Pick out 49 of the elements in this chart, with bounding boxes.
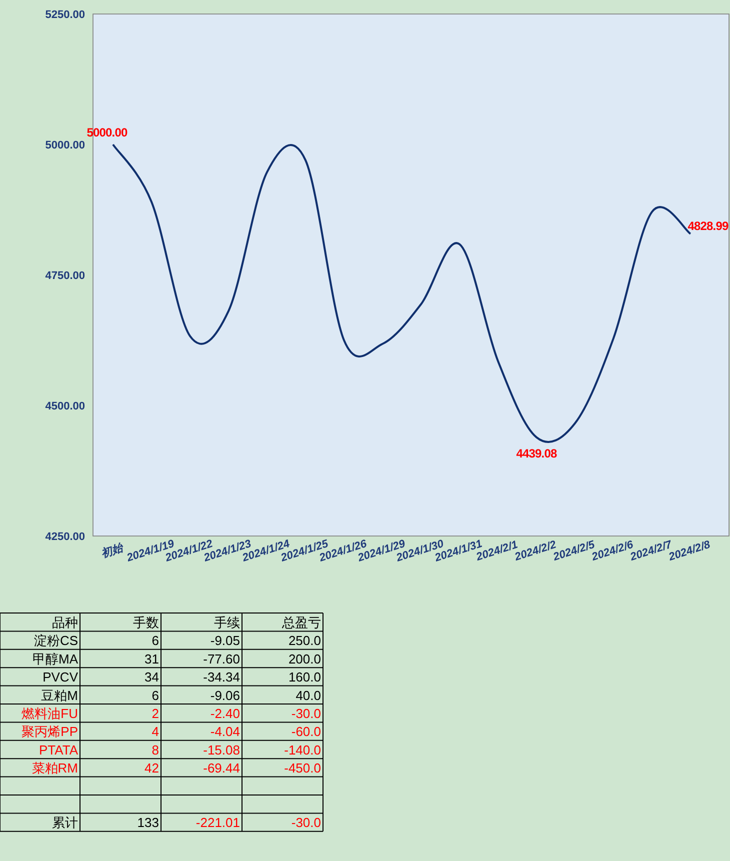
text: 34 <box>144 670 159 685</box>
data-label: 4439.08 <box>516 446 558 460</box>
text: -15.08 <box>203 742 240 758</box>
text: 总盈亏 <box>281 615 321 630</box>
text: 200.0 <box>288 651 321 666</box>
text: 8 <box>152 742 159 758</box>
text: -30.0 <box>291 815 321 830</box>
text: 133 <box>137 815 159 830</box>
y-tick-label: 4250.00 <box>45 531 85 543</box>
text: 160.0 <box>288 670 321 685</box>
text: -450.0 <box>284 760 321 776</box>
text: 甲醇MA <box>32 651 78 666</box>
y-tick-label: 5250.00 <box>45 9 85 21</box>
text: PVCV <box>42 670 78 685</box>
text: 聚丙烯PP <box>22 724 78 740</box>
text: -69.44 <box>203 760 240 776</box>
text: 40.0 <box>296 688 321 703</box>
text: 6 <box>152 688 159 703</box>
text: 2 <box>152 706 159 721</box>
text: 品种 <box>52 615 78 630</box>
data-label: 4828.99 <box>688 218 729 233</box>
text: 手续 <box>214 615 240 630</box>
text: 31 <box>144 651 159 666</box>
y-tick-label: 5000.00 <box>45 140 85 152</box>
text: -60.0 <box>291 724 321 740</box>
text: -4.04 <box>210 724 240 740</box>
data-label: 5000.00 <box>86 126 128 140</box>
text: -9.05 <box>210 633 240 648</box>
text: -221.01 <box>196 815 240 830</box>
text: PTATA <box>39 742 78 758</box>
text: -77.60 <box>203 651 240 666</box>
text: 豆粕M <box>41 688 78 703</box>
text: -2.40 <box>210 706 240 721</box>
y-tick-label: 4500.00 <box>45 400 85 412</box>
text: -140.0 <box>284 742 321 758</box>
text: 手数 <box>133 615 159 630</box>
text: 42 <box>144 760 159 776</box>
text: -34.34 <box>203 670 240 685</box>
y-tick-label: 4750.00 <box>45 270 85 282</box>
text: 4 <box>152 724 159 740</box>
text: 250.0 <box>288 633 321 648</box>
text: 菜粕RM <box>32 760 78 776</box>
text: -30.0 <box>291 706 321 721</box>
text: 淀粉CS <box>34 633 78 648</box>
text: 燃料油FU <box>22 706 78 721</box>
text: 6 <box>152 633 159 648</box>
text: 累计 <box>52 815 78 830</box>
text: -9.06 <box>210 688 240 703</box>
x-tick-label: 初始 <box>99 540 126 560</box>
